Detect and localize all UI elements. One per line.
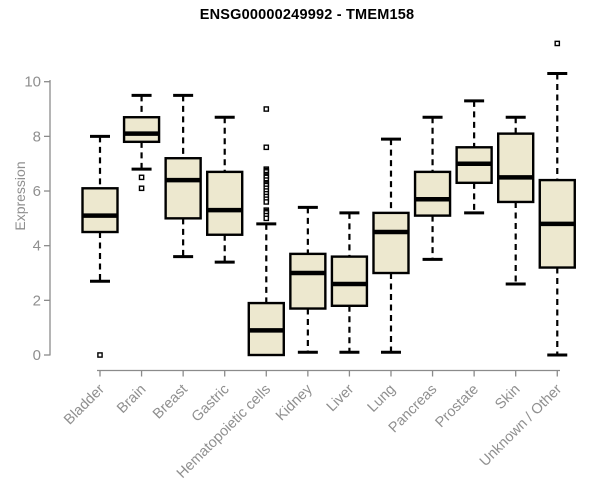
- boxplot-gastric: [206, 115, 244, 264]
- boxplot-liver: [330, 211, 369, 354]
- boxplot-pancreas: [413, 115, 452, 261]
- outlier-point: [138, 174, 145, 181]
- iqr-box: [497, 132, 535, 204]
- y-axis-tick-label: 10: [24, 74, 41, 91]
- boxplot-unknown-other: [538, 40, 576, 357]
- outlier-point: [97, 352, 103, 358]
- boxplot-lung: [372, 137, 410, 354]
- x-axis-category-label: Kidney: [273, 381, 316, 424]
- outlier-point: [263, 215, 270, 222]
- y-axis-tick-label: 2: [33, 292, 41, 309]
- outlier-point: [263, 144, 270, 151]
- iqr-box: [122, 116, 161, 144]
- boxplot-brain: [122, 93, 161, 192]
- iqr-box: [164, 157, 202, 220]
- y-axis-tick-label: 8: [33, 128, 41, 145]
- x-axis-category-label: Brain: [114, 382, 149, 417]
- iqr-box: [413, 170, 452, 217]
- outlier-point: [263, 106, 270, 112]
- y-axis-tick-label: 4: [33, 238, 41, 255]
- x-axis-category-label: Liver: [324, 381, 358, 415]
- outlier-point: [263, 199, 270, 205]
- boxplot-bladder: [81, 134, 119, 358]
- y-axis-tick-label: 6: [33, 183, 41, 200]
- y-axis-tick-label: 0: [33, 347, 41, 364]
- y-axis-title: Expression: [12, 161, 28, 231]
- iqr-box: [330, 255, 369, 308]
- boxplot-prostate: [455, 99, 493, 215]
- x-axis-category-label: Prostate: [432, 382, 481, 431]
- chart-title: ENSG00000249992 - TMEM158: [199, 7, 415, 23]
- x-axis-category-label: Bladder: [61, 381, 108, 428]
- x-axis-category-label: Breast: [150, 382, 191, 423]
- x-axis-category-label: Lung: [365, 382, 399, 416]
- boxplot-skin: [497, 115, 535, 286]
- iqr-box: [372, 211, 410, 275]
- boxplot-breast: [164, 93, 202, 259]
- boxplot-hematopoietic-cells: [247, 106, 285, 357]
- outlier-point: [554, 40, 561, 47]
- x-axis-category-label: Skin: [492, 382, 523, 413]
- outlier-point: [138, 185, 145, 192]
- iqr-box: [206, 170, 244, 236]
- iqr-box: [289, 252, 327, 310]
- iqr-box: [81, 187, 119, 234]
- boxplot-kidney: [289, 205, 327, 354]
